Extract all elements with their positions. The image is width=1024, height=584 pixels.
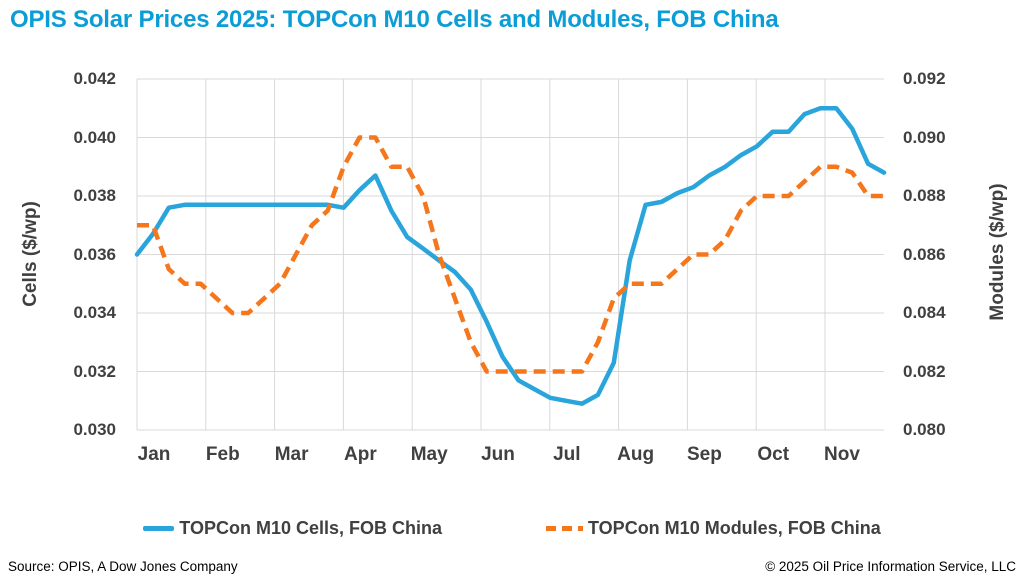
left-axis-tick-label: 0.042 (73, 69, 116, 88)
legend-item-cells: TOPCon M10 Cells, FOB China (143, 518, 442, 539)
x-axis-month-label: Apr (344, 444, 377, 465)
x-axis-month-label: Aug (617, 444, 655, 465)
left-axis-tick-label: 0.032 (73, 361, 116, 381)
footer: Source: OPIS, A Dow Jones Company © 2025… (0, 559, 1024, 579)
right-axis-tick-label: 0.080 (903, 420, 946, 439)
x-axis-month-label: Mar (274, 444, 309, 465)
x-axis-month-label: Jun (481, 444, 515, 465)
right-axis-tick-label: 0.088 (903, 186, 946, 205)
x-axis-month-label: Jul (553, 444, 581, 465)
copyright-notice: © 2025 Oil Price Information Service, LL… (765, 559, 1016, 574)
x-axis-month-label: May (410, 444, 448, 465)
right-axis-tick-label: 0.090 (903, 127, 946, 147)
x-axis-month-label: Jan (137, 444, 171, 465)
x-axis-month-label: Nov (824, 444, 860, 465)
cells-line-swatch-icon (143, 525, 175, 531)
modules-price-line (137, 135, 884, 374)
x-axis-month-label: Sep (686, 444, 722, 465)
source-attribution: Source: OPIS, A Dow Jones Company (8, 559, 238, 574)
x-axis-month-label: Oct (757, 444, 790, 465)
x-axis-month-label: Feb (205, 444, 240, 465)
legend-item-modules: TOPCon M10 Modules, FOB China (546, 518, 881, 539)
right-axis-tick-label: 0.086 (903, 244, 946, 264)
right-axis-tick-label: 0.084 (903, 303, 946, 322)
legend-label-modules: TOPCon M10 Modules, FOB China (588, 517, 881, 538)
right-axis-title: Modules ($/wp) (987, 183, 1008, 321)
modules-line-swatch-icon (546, 525, 584, 531)
left-axis-tick-label: 0.034 (73, 303, 116, 322)
left-axis-tick-label: 0.040 (73, 127, 116, 147)
left-axis-tick-label: 0.038 (73, 186, 116, 205)
chart-title: OPIS Solar Prices 2025: TOPCon M10 Cells… (10, 6, 779, 33)
legend: TOPCon M10 Cells, FOB China TOPCon M10 M… (0, 514, 1024, 542)
left-axis-tick-label: 0.030 (73, 420, 116, 439)
legend-label-cells: TOPCon M10 Cells, FOB China (179, 517, 443, 538)
right-axis-tick-label: 0.082 (903, 361, 946, 381)
right-axis-tick-label: 0.092 (903, 69, 946, 88)
left-axis-tick-label: 0.036 (73, 244, 116, 264)
left-axis-title: Cells ($/wp) (20, 201, 41, 307)
cells-price-line (134, 106, 887, 406)
